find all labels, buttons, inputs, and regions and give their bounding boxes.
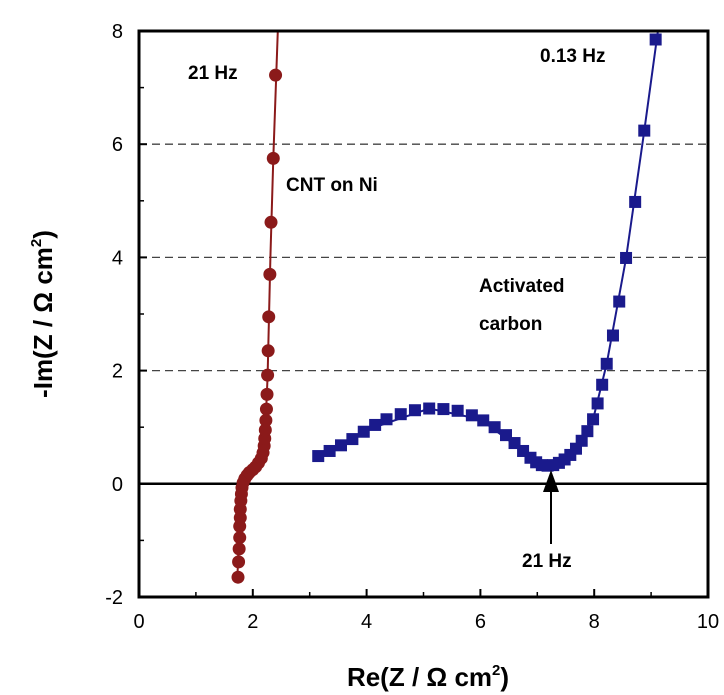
series-lines	[236, 30, 659, 578]
cnt-on-ni-point	[261, 344, 275, 358]
activated-carbon-point	[596, 378, 609, 391]
activated-carbon-point	[346, 433, 359, 446]
ac-minimum-frequency-label: 21 Hz	[522, 551, 572, 572]
ac-series-label-line2: carbon	[479, 314, 542, 335]
y-axis-title: -Im(Z / Ω cm2)	[28, 230, 58, 398]
activated-carbon-point	[620, 251, 633, 264]
activated-carbon-point	[600, 357, 613, 370]
activated-carbon-point	[380, 413, 393, 426]
activated-carbon-point	[575, 434, 588, 447]
activated-carbon-point	[591, 397, 604, 410]
activated-carbon-point	[629, 195, 642, 208]
grid-lines	[139, 143, 708, 372]
cnt-on-ni-point	[258, 423, 272, 437]
cnt-on-ni-point	[259, 402, 273, 416]
cnt-on-ni-point	[233, 531, 247, 545]
cnt-on-ni-point	[269, 68, 283, 82]
y-tick-label: 8	[112, 21, 123, 43]
cnt-series-label: CNT on Ni	[286, 175, 378, 196]
activated-carbon-point	[587, 413, 600, 426]
cnt-on-ni-point	[259, 413, 273, 427]
activated-carbon-point	[357, 425, 370, 438]
cnt-on-ni-point	[232, 555, 246, 569]
activated-carbon-point	[394, 408, 407, 421]
cnt-on-ni-point	[262, 310, 276, 324]
activated-carbon-point	[437, 403, 450, 416]
x-tick-label: 4	[361, 611, 372, 633]
activated-carbon-point	[638, 124, 651, 137]
activated-carbon-point	[606, 329, 619, 342]
activated-carbon-point	[477, 414, 490, 427]
activated-carbon-point	[408, 404, 421, 417]
x-tick-label: 8	[589, 611, 600, 633]
y-tick-label: 2	[112, 361, 123, 383]
activated-carbon-point	[581, 425, 594, 438]
y-tick-label: -2	[105, 587, 123, 609]
ac-series-label-line1: Activated	[479, 276, 565, 297]
activated-carbon-point	[613, 295, 626, 308]
activated-carbon-point	[323, 444, 336, 457]
cnt-on-ni-point	[263, 267, 277, 281]
y-tick-label: 6	[112, 134, 123, 156]
cnt-on-ni-point	[264, 215, 278, 229]
cnt-on-ni-point	[261, 368, 275, 382]
x-axis-title: Re(Z / Ω cm2)	[347, 662, 509, 692]
x-tick-label: 10	[697, 611, 719, 633]
y-tick-label: 4	[112, 247, 123, 269]
activated-carbon-point	[488, 421, 501, 434]
activated-carbon-point	[369, 418, 382, 431]
series-markers	[231, 33, 662, 584]
arrow-head	[543, 470, 559, 492]
x-tick-label: 0	[133, 611, 144, 633]
activated-carbon-point	[649, 33, 662, 46]
ac-high-frequency-label: 0.13 Hz	[540, 46, 605, 67]
activated-carbon-line	[317, 30, 659, 467]
y-axis: -2 0 2 4 6 8	[105, 21, 147, 609]
y-tick-label: 0	[112, 474, 123, 496]
activated-carbon-point	[465, 409, 478, 422]
cnt-on-ni-point	[231, 570, 245, 584]
activated-carbon-point	[423, 402, 436, 415]
x-tick-label: 6	[475, 611, 486, 633]
x-axis: 0 2 4 6 8 10	[133, 589, 719, 633]
plot-frame	[137, 29, 710, 599]
cnt-frequency-label: 21 Hz	[188, 63, 238, 84]
cnt-on-ni-point	[266, 151, 280, 165]
cnt-on-ni-point	[232, 542, 246, 556]
activated-carbon-point	[451, 404, 464, 417]
cnt-on-ni-point	[260, 387, 274, 401]
activated-carbon-point	[334, 439, 347, 452]
activated-carbon-point	[312, 450, 325, 463]
x-tick-label: 2	[247, 611, 258, 633]
